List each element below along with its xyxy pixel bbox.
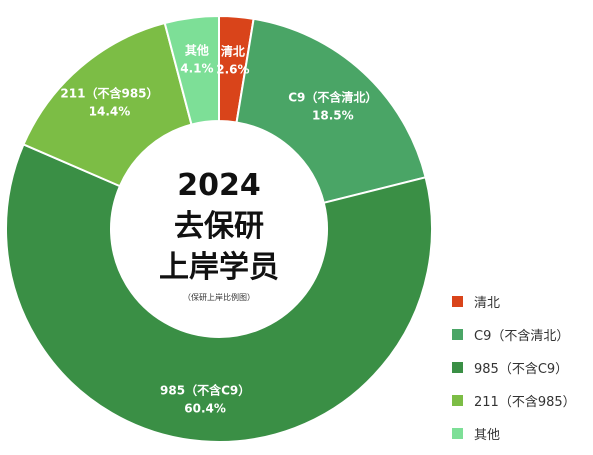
donut-hole: [111, 121, 327, 337]
legend-label: 其他: [474, 427, 501, 443]
legend-item: 清北: [452, 290, 576, 312]
legend-swatch: [452, 361, 463, 373]
legend-swatch: [452, 295, 463, 307]
slice-name-label-1: C9（不含清北）: [288, 89, 377, 104]
center-subtitle: （保研上岸比例图）: [183, 292, 255, 302]
slice-labels: 清北 2.6% C9（不含清北） 18.5% 985（不含C9） 60.4% 211（不含9…: [60, 42, 377, 415]
slice-name-label-3: 211（不含985）: [60, 86, 158, 101]
center-title-line3: 上岸学员: [159, 250, 279, 285]
slice-1: [235, 17, 427, 205]
slice-name-label-0: 清北: [221, 44, 245, 59]
legend-swatch: [452, 328, 463, 340]
slice-value-label-4: 4.1%: [180, 61, 213, 75]
slice-name-label-2: 985（不含C9）: [160, 382, 250, 397]
center-title-line2: 去保研: [174, 209, 264, 244]
donut-slices: [5, 14, 433, 443]
slice-value-label-1: 18.5%: [312, 108, 354, 122]
legend-item: 211（不含985）: [452, 389, 576, 411]
slice-value-label-0: 2.6%: [216, 63, 249, 77]
legend-swatch: [452, 427, 463, 439]
legend-label: 清北: [474, 295, 501, 311]
legend-label: 985（不含C9）: [474, 361, 569, 377]
legend-label: C9（不含清北）: [474, 328, 570, 344]
legend-item: 985（不含C9）: [452, 356, 576, 378]
legend-item: 其他: [452, 422, 576, 444]
slice-value-label-2: 60.4%: [184, 401, 226, 415]
legend-swatch: [452, 394, 463, 406]
legend: 清北 C9（不含清北） 985（不含C9） 211（不含985） 其他: [452, 290, 576, 455]
center-title-year: 2024: [177, 168, 261, 203]
slice-name-label-4: 其他: [185, 42, 209, 57]
legend-item: C9（不含清北）: [452, 323, 576, 345]
legend-label: 211（不含985）: [474, 394, 576, 410]
slice-value-label-3: 14.4%: [89, 105, 131, 119]
